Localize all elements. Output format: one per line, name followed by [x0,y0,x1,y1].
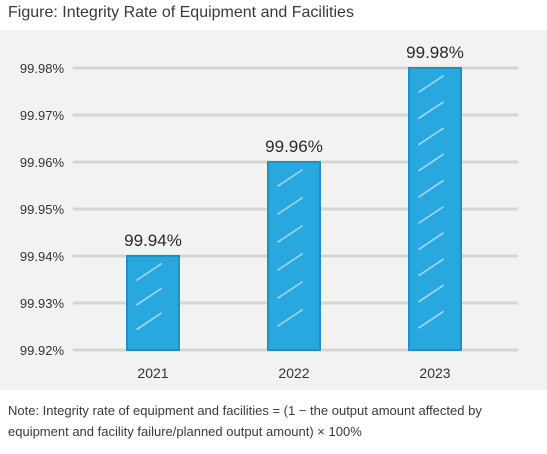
x-axis-ticks: 2021 2022 2023 [137,365,450,381]
bar [267,161,321,351]
bar-highlight [418,232,444,250]
bar-highlight [418,180,444,198]
bar-highlight [418,153,444,172]
x-tick-label: 2021 [137,365,168,381]
bar-highlight [277,253,303,271]
y-tick-label: 99.94% [20,249,65,264]
bar-highlight [136,263,162,281]
y-tick-label: 99.96% [20,155,65,170]
bar-highlight [418,206,444,224]
x-tick-label: 2022 [278,365,309,381]
data-label: 99.94% [124,231,182,250]
bar-highlight [418,75,444,93]
bar-chart: 99.98% 99.97% 99.96% 99.95% 99.94% 99.93% 99.9… [20,43,519,381]
bar [408,67,462,351]
y-axis-ticks: 99.98% 99.97% 99.96% 99.95% 99.94% 99.93% 99.9… [20,61,65,358]
data-label: 99.96% [265,137,323,156]
y-tick-label: 99.98% [20,61,65,76]
bar-highlight [277,309,303,327]
y-tick-label: 99.92% [20,343,65,358]
y-tick-label: 99.95% [20,202,65,217]
bar-highlight [277,197,303,215]
bar-highlight [418,127,444,146]
bar-highlight [277,225,303,243]
footnote: Note: Integrity rate of equipment and fa… [8,403,482,439]
bar-highlight [418,284,444,303]
bar-highlight [277,281,303,299]
bar-highlight [277,169,303,187]
bar [126,255,180,351]
bar-highlight [136,312,162,331]
data-label: 99.98% [406,43,464,62]
figure-title: Figure: Integrity Rate of Equipment and … [8,4,354,21]
bars [126,67,462,351]
bar-highlight [418,101,444,119]
y-tick-label: 99.97% [20,108,65,123]
bar-highlight [418,258,444,277]
data-labels: 99.94% 99.96% 99.98% [124,43,464,250]
bar-highlight [136,287,162,306]
bar-highlight [418,310,444,329]
y-tick-label: 99.93% [20,296,65,311]
x-tick-label: 2023 [419,365,450,381]
